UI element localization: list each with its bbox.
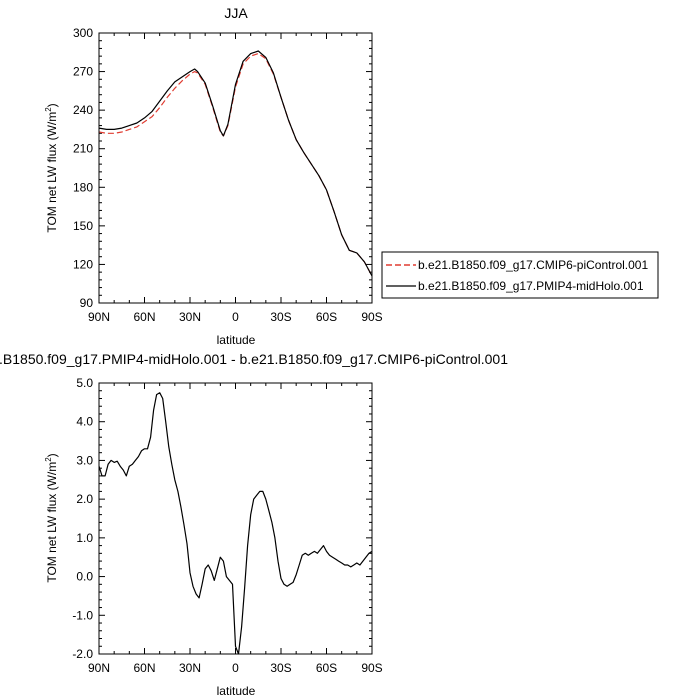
bottom-xtick-label: 90S [361, 661, 382, 675]
top-ytick-label: 180 [73, 180, 93, 194]
top-ytick-label: 270 [73, 65, 93, 79]
top-series-group [98, 50, 373, 277]
bottom-yaxis-title: TOM net LW flux (W/m2) [44, 453, 59, 582]
legend-box [381, 251, 659, 299]
top-panel: JJA 90 120 150 180 210 240 270 300 90N 60N 30N 0 30S… [44, 5, 659, 347]
top-panel-title: JJA [224, 5, 248, 21]
bottom-xtick-label: 60S [316, 661, 337, 675]
bottom-ytick-label: 1.0 [76, 531, 93, 545]
top-xtick-label: 60S [316, 310, 337, 324]
bottom-ytick-label: 5.0 [76, 376, 93, 390]
bottom-xtick-label: 0 [232, 661, 239, 675]
top-xtick-label: 30S [270, 310, 291, 324]
legend: b.e21.B1850.f09_g17.CMIP6-piControl.001 … [381, 251, 659, 299]
top-ytick-label: 90 [80, 296, 94, 310]
legend-label-midholo: b.e21.B1850.f09_g17.PMIP4-midHolo.001 [418, 279, 644, 293]
top-ytick-label: 120 [73, 257, 93, 271]
bottom-xtick-label: 60N [133, 661, 155, 675]
top-xaxis-title: latitude [217, 333, 256, 347]
bottom-series-line-0 [98, 392, 373, 655]
bottom-ytick-label: 2.0 [76, 492, 93, 506]
top-ytick-label: 210 [73, 142, 93, 156]
top-yaxis-title-end: ) [45, 103, 59, 107]
bottom-xtick-label: 30N [179, 661, 201, 675]
top-series-line-1 [98, 50, 373, 277]
bottom-ytick-label: 3.0 [76, 453, 93, 467]
bottom-yaxis-title-sup: 2 [44, 457, 53, 462]
bottom-xaxis-title: latitude [217, 684, 256, 698]
top-yaxis-title-sup: 2 [44, 107, 53, 112]
top-ytick-label: 300 [73, 26, 93, 40]
bottom-panel-title: b.e21.B1850.f09_g17.PMIP4-midHolo.001 - … [0, 351, 508, 367]
bottom-ytick-label: 4.0 [76, 415, 93, 429]
bottom-ytick-label: -2.0 [72, 647, 93, 661]
top-xtick-label: 0 [232, 310, 239, 324]
top-xtick-label: 60N [133, 310, 155, 324]
bottom-panel: b.e21.B1850.f09_g17.PMIP4-midHolo.001 - … [0, 351, 508, 698]
bottom-ytick-label: -1.0 [72, 608, 93, 622]
top-xtick-label: 30N [179, 310, 201, 324]
top-xtick-label: 90S [361, 310, 382, 324]
top-axis-ticks: 90 120 150 180 210 240 270 300 90N 60N 30N 0 30S 60S 9… [73, 26, 383, 324]
bottom-axis-ticks: -2.0 -1.0 0.0 1.0 2.0 3.0 4.0 5.0 90N 60N 30N 0 30S 6… [72, 376, 382, 675]
bottom-yaxis-title-main: TOM net LW flux (W/m [45, 462, 59, 583]
bottom-plot-frame [98, 382, 373, 655]
top-yaxis-title-main: TOM net LW flux (W/m [45, 112, 59, 233]
legend-label-picontrol: b.e21.B1850.f09_g17.CMIP6-piControl.001 [418, 258, 648, 272]
bottom-series-group [98, 392, 373, 655]
top-yaxis-title: TOM net LW flux (W/m2) [44, 103, 59, 232]
top-xtick-label: 90N [88, 310, 110, 324]
top-ytick-label: 240 [73, 103, 93, 117]
bottom-yaxis-title-end: ) [45, 453, 59, 457]
bottom-xtick-label: 30S [270, 661, 291, 675]
top-ytick-label: 150 [73, 219, 93, 233]
bottom-ytick-label: 0.0 [76, 570, 93, 584]
bottom-xtick-label: 90N [88, 661, 110, 675]
top-plot-frame [98, 32, 373, 304]
